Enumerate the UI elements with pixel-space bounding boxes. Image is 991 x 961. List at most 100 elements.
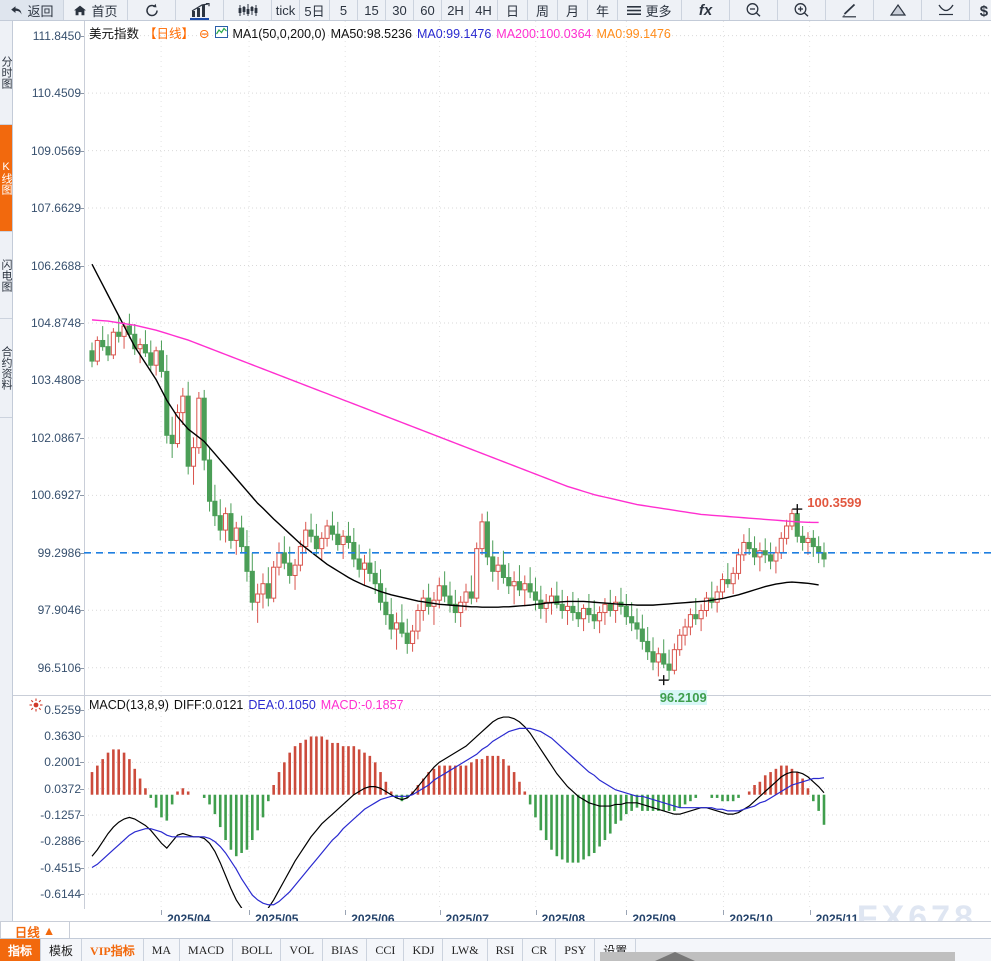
zoom-in-icon	[793, 2, 810, 18]
tab-cci[interactable]: CCI	[367, 939, 405, 961]
x-axis-tick-mark	[249, 910, 251, 915]
low-price-label: 96.2109	[659, 690, 707, 706]
period-2h-label: 2H	[447, 2, 464, 18]
tab-lwr-label: LW&	[451, 942, 479, 957]
macd-y-tick-label: 0.2001	[44, 755, 81, 770]
zoom-out-button[interactable]	[730, 0, 778, 20]
tab-cr-label: CR	[531, 942, 548, 957]
tab-vol-label: VOL	[289, 942, 315, 957]
macd-y-axis: 0.5259 0.3630 0.2001 0.0372 -0.1257 -0.2886 -0…	[13, 696, 84, 909]
back-arrow-icon	[9, 4, 23, 17]
period-60min-label: 60	[420, 2, 435, 18]
tab-bias[interactable]: BIAS	[323, 939, 368, 961]
price-y-tick-mark	[80, 265, 84, 267]
tab-rsi[interactable]: RSI	[488, 939, 524, 961]
x-axis-tick-mark	[161, 910, 163, 915]
period-5day-label: 5日	[304, 3, 325, 19]
period-month[interactable]: 月	[558, 0, 588, 20]
macd-y-tick-mark	[80, 762, 84, 764]
macd-diff: DIFF:0.0121	[173, 698, 244, 712]
hamburger-icon	[627, 5, 642, 16]
macd-plot-area[interactable]	[84, 696, 991, 909]
cycle-label: 日线	[14, 925, 40, 940]
function-button-label: fx	[698, 1, 713, 19]
tab-vip-indicator-label: VIP指标	[90, 943, 135, 958]
function-button[interactable]: fx	[682, 0, 730, 20]
price-y-tick-mark	[80, 150, 84, 152]
price-y-tick-mark	[80, 552, 84, 554]
macd-y-tick-mark	[80, 788, 84, 790]
tab-lwr[interactable]: LW&	[443, 939, 488, 961]
period-tick[interactable]: tick	[272, 0, 300, 20]
price-plot-area[interactable]	[84, 21, 991, 695]
tab-ma[interactable]: MA	[144, 939, 181, 961]
period-15min[interactable]: 15	[358, 0, 386, 20]
sidebar-item-lightning[interactable]: 闪电图	[0, 232, 12, 319]
sidebar-item-timeshare-label: 分时图	[0, 56, 12, 89]
period-30min-label: 30	[392, 2, 407, 18]
period-year[interactable]: 年	[588, 0, 618, 20]
ma-params: MA1(50,0,200,0)	[232, 27, 326, 41]
back-button[interactable]: 返回	[0, 0, 64, 20]
period-15min-label: 15	[364, 2, 379, 18]
macd-dea: DEA:0.1050	[248, 698, 316, 712]
home-button-label: 首页	[91, 3, 118, 19]
sidebar-item-contract[interactable]: 合约资料	[0, 319, 12, 418]
triangle-tool-button[interactable]	[874, 0, 922, 20]
period-30min[interactable]: 30	[386, 0, 414, 20]
refresh-button[interactable]	[128, 0, 176, 20]
sidebar-item-kline[interactable]: K线图	[0, 125, 12, 232]
home-button[interactable]: 首页	[64, 0, 128, 20]
left-sidebar: 分时图 K线图 闪电图合约资料	[0, 21, 13, 934]
collapse-icon[interactable]: ⊖	[199, 27, 210, 41]
horizontal-scrollbar[interactable]	[600, 952, 955, 961]
tab-vol[interactable]: VOL	[281, 939, 324, 961]
tab-psy[interactable]: PSY	[556, 939, 596, 961]
period-5min[interactable]: 5	[330, 0, 358, 20]
more-menu-button[interactable]: 更多	[618, 0, 682, 20]
tab-vip-indicator[interactable]: VIP指标	[82, 939, 144, 961]
curve-tool-button[interactable]	[922, 0, 970, 20]
price-y-tick-mark	[80, 667, 84, 669]
tab-bias-label: BIAS	[331, 942, 359, 957]
tab-macd[interactable]: MACD	[180, 939, 234, 961]
tab-boll[interactable]: BOLL	[233, 939, 282, 961]
more-menu-button-label: 更多	[645, 3, 672, 19]
tab-ma-label: MA	[151, 942, 172, 957]
price-y-tick-mark	[80, 93, 84, 95]
sidebar-item-timeshare[interactable]: 分时图	[0, 21, 12, 125]
tab-template[interactable]: 模板	[41, 939, 83, 961]
period-day[interactable]: 日	[498, 0, 528, 20]
zoom-in-button[interactable]	[778, 0, 826, 20]
price-y-tick-label: 103.4808	[30, 373, 81, 388]
tab-cr[interactable]: CR	[523, 939, 557, 961]
period-5day[interactable]: 5日	[300, 0, 330, 20]
price-y-tick-label: 97.9046	[37, 603, 81, 618]
period-tick-label: tick	[275, 2, 296, 18]
candlestick-chart-button[interactable]	[224, 0, 272, 20]
chart-stage: 111.8450 110.4509 109.0569 107.6629 106.2688…	[13, 21, 991, 937]
x-axis-tick-mark	[723, 910, 725, 915]
macd-panel: 0.5259 0.3630 0.2001 0.0372 -0.1257 -0.2886 -0…	[13, 696, 991, 909]
price-y-tick-mark	[80, 610, 84, 612]
high-price-label: 100.3599	[807, 495, 862, 511]
price-y-tick-label: 102.0867	[30, 430, 81, 445]
currency-button[interactable]: $ 标	[970, 0, 991, 20]
scrollbar-thumb[interactable]	[655, 952, 695, 961]
tab-kdj[interactable]: KDJ	[404, 939, 444, 961]
tab-indicator[interactable]: 指标	[0, 939, 42, 961]
sun-settings-icon[interactable]	[29, 698, 43, 717]
ma200-value: MA200:100.0364	[496, 27, 592, 41]
draw-line-button[interactable]	[826, 0, 874, 20]
x-axis-tick-mark	[345, 910, 347, 915]
mini-chart-icon[interactable]	[214, 26, 228, 41]
period-week[interactable]: 周	[528, 0, 558, 20]
period-4h[interactable]: 4H	[470, 0, 498, 20]
period-2h[interactable]: 2H	[442, 0, 470, 20]
period-60min[interactable]: 60	[414, 0, 442, 20]
price-header: 美元指数 【日线】 ⊖ MA1(50,0,200,0) MA50:98.5236 MA0:…	[89, 23, 676, 42]
line-chart-button[interactable]	[176, 0, 224, 20]
sidebar-item-contract-label: 合约资料	[0, 346, 12, 390]
x-axis-tick-mark	[535, 910, 537, 915]
price-y-tick-label: 104.8748	[30, 315, 81, 330]
